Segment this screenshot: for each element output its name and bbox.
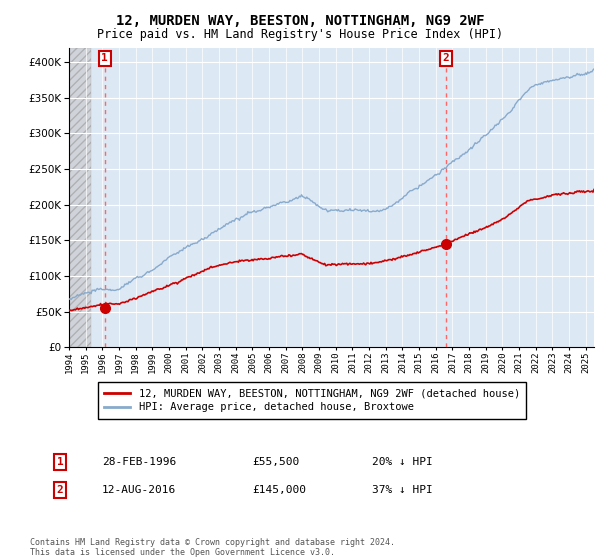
Text: 37% ↓ HPI: 37% ↓ HPI: [372, 485, 433, 495]
Text: 2: 2: [56, 485, 64, 495]
Text: Price paid vs. HM Land Registry's House Price Index (HPI): Price paid vs. HM Land Registry's House …: [97, 28, 503, 41]
Bar: [69, 48, 91, 347]
Text: £55,500: £55,500: [252, 457, 299, 467]
Text: 20% ↓ HPI: 20% ↓ HPI: [372, 457, 433, 467]
Text: 2: 2: [443, 53, 449, 63]
Text: Contains HM Land Registry data © Crown copyright and database right 2024.
This d: Contains HM Land Registry data © Crown c…: [30, 538, 395, 557]
Text: 1: 1: [101, 53, 108, 63]
Text: 12-AUG-2016: 12-AUG-2016: [102, 485, 176, 495]
Text: 12, MURDEN WAY, BEESTON, NOTTINGHAM, NG9 2WF: 12, MURDEN WAY, BEESTON, NOTTINGHAM, NG9…: [116, 14, 484, 28]
Legend: 12, MURDEN WAY, BEESTON, NOTTINGHAM, NG9 2WF (detached house), HPI: Average pric: 12, MURDEN WAY, BEESTON, NOTTINGHAM, NG9…: [98, 382, 526, 419]
Text: 1: 1: [56, 457, 64, 467]
Text: £145,000: £145,000: [252, 485, 306, 495]
Text: 28-FEB-1996: 28-FEB-1996: [102, 457, 176, 467]
